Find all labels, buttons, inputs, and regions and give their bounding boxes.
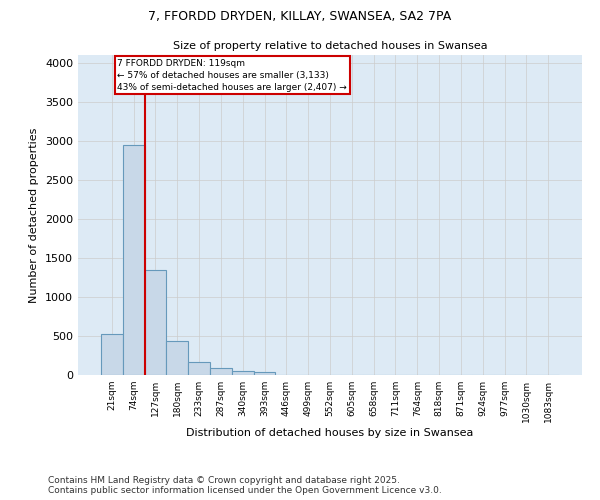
X-axis label: Distribution of detached houses by size in Swansea: Distribution of detached houses by size … <box>187 428 473 438</box>
Title: Size of property relative to detached houses in Swansea: Size of property relative to detached ho… <box>173 42 487 51</box>
Bar <box>145 270 166 375</box>
Bar <box>123 145 145 375</box>
Y-axis label: Number of detached properties: Number of detached properties <box>29 128 40 302</box>
Bar <box>188 362 210 375</box>
Bar <box>210 368 232 375</box>
Bar <box>166 342 188 375</box>
Bar <box>254 372 275 375</box>
Bar <box>101 334 123 375</box>
Text: 7 FFORDD DRYDEN: 119sqm
← 57% of detached houses are smaller (3,133)
43% of semi: 7 FFORDD DRYDEN: 119sqm ← 57% of detache… <box>117 59 347 92</box>
Text: Contains HM Land Registry data © Crown copyright and database right 2025.
Contai: Contains HM Land Registry data © Crown c… <box>48 476 442 495</box>
Bar <box>232 370 254 375</box>
Text: 7, FFORDD DRYDEN, KILLAY, SWANSEA, SA2 7PA: 7, FFORDD DRYDEN, KILLAY, SWANSEA, SA2 7… <box>148 10 452 23</box>
